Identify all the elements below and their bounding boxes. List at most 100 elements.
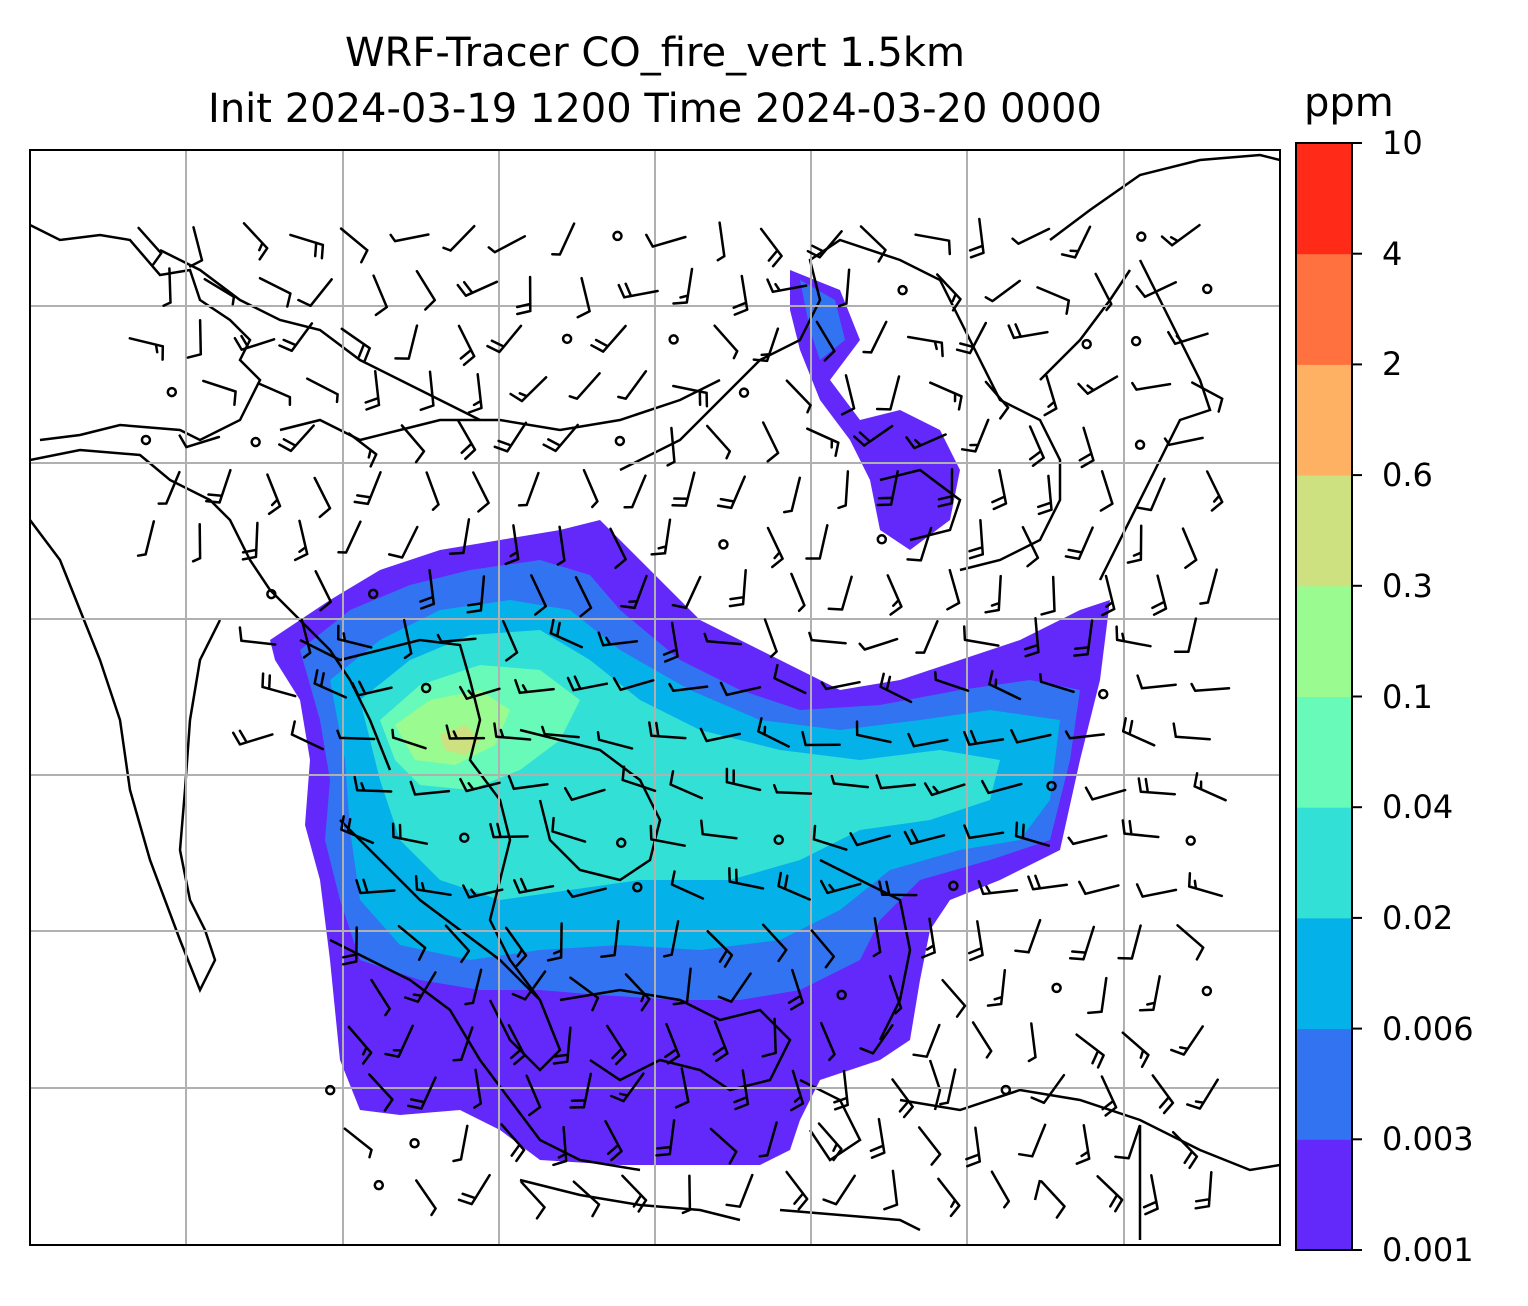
wind-barb bbox=[840, 374, 856, 416]
wind-barb bbox=[415, 1179, 437, 1217]
wind-barb bbox=[1100, 1075, 1118, 1117]
calm-wind-marker bbox=[1046, 780, 1057, 792]
calm-wind-marker bbox=[367, 588, 379, 600]
wind-barb bbox=[946, 568, 961, 611]
wind-barb bbox=[655, 1119, 676, 1157]
wind-barb bbox=[425, 471, 440, 511]
colorbar-segment bbox=[1296, 143, 1352, 255]
calm-wind-marker bbox=[668, 334, 679, 345]
wind-barb bbox=[546, 922, 563, 962]
wind-barb bbox=[486, 324, 523, 354]
wind-barb bbox=[257, 382, 292, 406]
wind-barb bbox=[242, 222, 269, 261]
wind-barb bbox=[937, 468, 954, 508]
wind-barb bbox=[400, 424, 426, 464]
calm-wind-marker bbox=[615, 837, 627, 849]
wind-barb bbox=[819, 1021, 836, 1062]
wind-barb bbox=[1138, 975, 1161, 1012]
wind-barb bbox=[766, 526, 784, 569]
wind-barb bbox=[1137, 777, 1177, 796]
wind-barb bbox=[1191, 381, 1224, 413]
wind-barb bbox=[763, 618, 778, 658]
wind-barb bbox=[1142, 1174, 1159, 1216]
wind-barb bbox=[822, 1174, 856, 1206]
wind-barb bbox=[466, 575, 486, 614]
wind-barb bbox=[1205, 470, 1224, 512]
wind-barb bbox=[648, 721, 687, 740]
wind-barb bbox=[761, 923, 788, 963]
wind-barb bbox=[241, 521, 259, 561]
wind-barb bbox=[609, 1072, 645, 1103]
wind-barb bbox=[805, 524, 829, 560]
wind-barb bbox=[191, 522, 202, 563]
wind-barb bbox=[681, 1174, 692, 1215]
wind-barb bbox=[672, 384, 709, 408]
wind-barb bbox=[205, 468, 232, 504]
wind-barb bbox=[706, 930, 734, 968]
wind-barb bbox=[1078, 880, 1120, 896]
wind-barb bbox=[1170, 1025, 1204, 1056]
wind-barb bbox=[1011, 227, 1051, 245]
wind-barb bbox=[806, 230, 843, 259]
wind-barb bbox=[364, 369, 381, 411]
calm-wind-marker bbox=[1130, 335, 1142, 347]
wind-barb bbox=[238, 626, 277, 646]
calm-wind-marker bbox=[612, 230, 623, 242]
wind-barb bbox=[339, 227, 369, 264]
colorbar-frame bbox=[1295, 142, 1353, 1251]
wind-barb bbox=[511, 970, 547, 1001]
wind-barb bbox=[186, 319, 203, 359]
wind-barb bbox=[313, 669, 348, 699]
wind-barb bbox=[162, 267, 172, 307]
wind-barb bbox=[258, 276, 292, 308]
calm-wind-marker bbox=[561, 333, 573, 345]
wind-barb bbox=[869, 1117, 886, 1159]
calm-wind-marker bbox=[836, 989, 847, 1001]
wind-barb bbox=[719, 681, 762, 697]
colorbar-segment bbox=[1296, 364, 1352, 476]
wind-barb bbox=[1101, 574, 1116, 617]
wind-barb bbox=[1115, 625, 1152, 648]
wind-barb bbox=[790, 572, 806, 613]
wind-barb bbox=[157, 470, 181, 505]
calm-wind-marker bbox=[140, 434, 152, 446]
wind-barb bbox=[817, 1122, 843, 1162]
wind-barb bbox=[620, 574, 648, 610]
wind-barb bbox=[1193, 772, 1227, 802]
wind-barb bbox=[278, 322, 314, 353]
wind-barb bbox=[939, 1068, 957, 1106]
wind-barb bbox=[666, 426, 676, 467]
wind-barb bbox=[458, 685, 501, 700]
wind-barb bbox=[347, 432, 378, 468]
map-title-line2: Init 2024-03-19 1200 Time 2024-03-20 000… bbox=[208, 86, 1102, 132]
wind-barb bbox=[977, 880, 1019, 896]
wind-barb bbox=[278, 424, 315, 453]
wind-barb bbox=[672, 267, 694, 305]
wind-barb bbox=[1096, 1175, 1124, 1213]
wind-barb bbox=[849, 832, 891, 847]
wind-barb bbox=[617, 370, 648, 400]
wind-barb bbox=[621, 765, 657, 793]
wind-barb bbox=[984, 574, 1002, 614]
colorbar-tick-label: 4 bbox=[1382, 234, 1403, 273]
colorbar-segment bbox=[1296, 696, 1352, 808]
wind-barb bbox=[572, 1180, 601, 1218]
wind-barb bbox=[566, 887, 607, 899]
wind-barb bbox=[419, 568, 436, 610]
wind-barb bbox=[368, 1073, 394, 1112]
wind-barb bbox=[670, 870, 705, 900]
wind-barb bbox=[507, 775, 549, 791]
tracer-plume bbox=[270, 270, 1110, 1165]
wind-barb bbox=[337, 520, 362, 554]
wind-barb bbox=[1135, 883, 1178, 898]
wind-barb bbox=[542, 423, 579, 453]
calm-wind-marker bbox=[266, 588, 277, 600]
wind-barb bbox=[597, 631, 639, 647]
calm-wind-marker bbox=[1081, 338, 1092, 350]
wind-barb bbox=[937, 1177, 961, 1218]
wind-barb bbox=[963, 824, 1005, 840]
wind-barb bbox=[612, 676, 655, 692]
wind-barb bbox=[986, 968, 1007, 1007]
wind-barb bbox=[609, 527, 627, 570]
